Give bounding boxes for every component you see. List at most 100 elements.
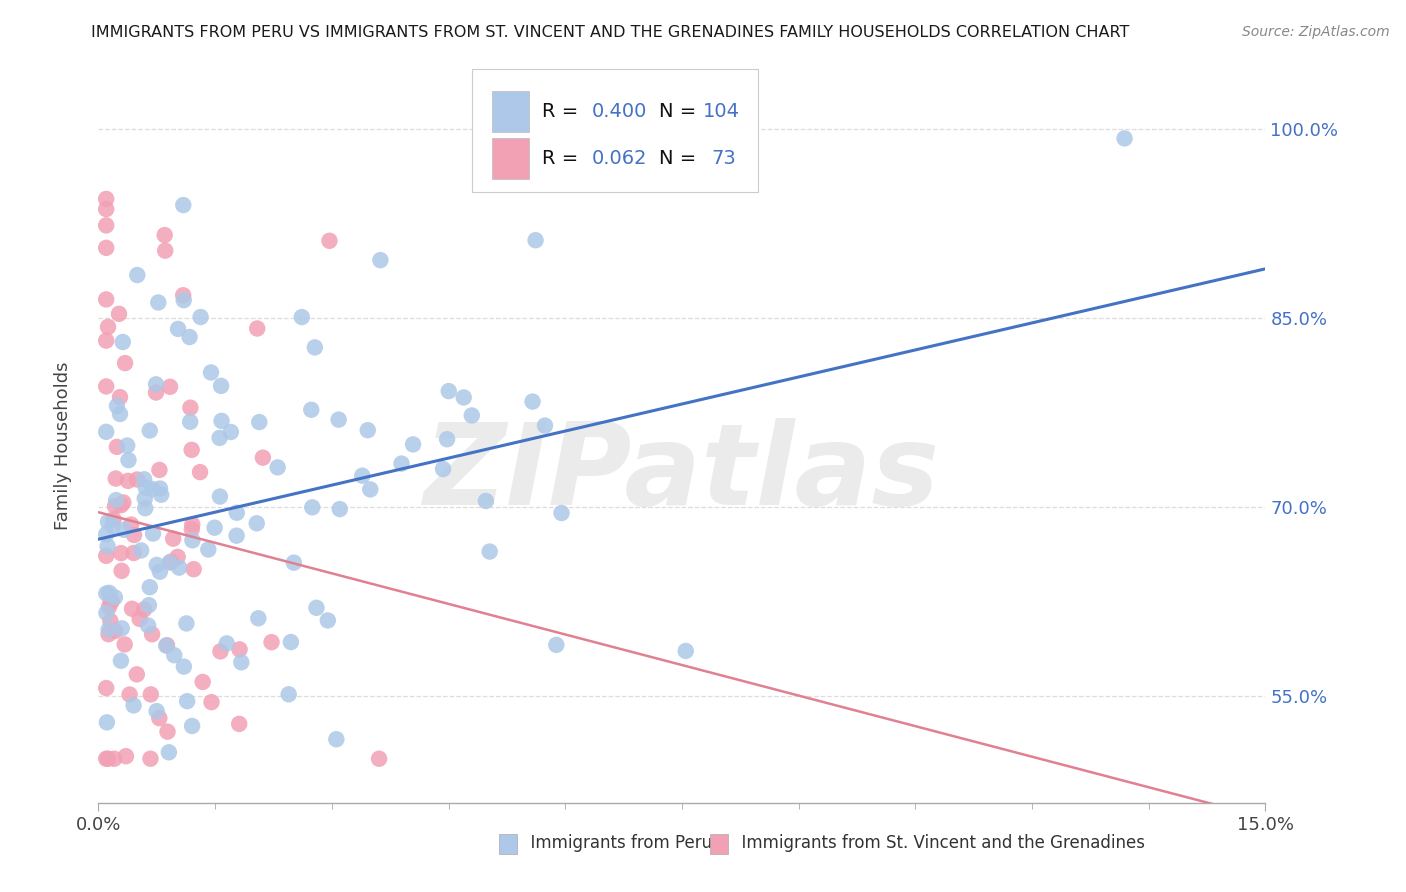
Point: [159, 556, 181, 570]
Point: [120, 517, 142, 532]
Point: [225, 529, 247, 543]
Point: [163, 648, 186, 663]
Point: [225, 506, 247, 520]
Point: [181, 719, 204, 733]
Point: [111, 334, 134, 349]
Point: [139, 687, 162, 701]
Point: [179, 330, 201, 344]
Point: [139, 424, 162, 438]
Point: [110, 546, 132, 560]
Point: [134, 472, 156, 486]
Point: [329, 502, 352, 516]
Point: [200, 366, 222, 380]
Point: [173, 293, 195, 308]
Point: [142, 526, 165, 541]
Point: [97, 627, 120, 641]
Point: [368, 752, 391, 766]
Point: [215, 636, 238, 650]
Point: [100, 594, 122, 608]
Point: [103, 752, 125, 766]
Point: [550, 506, 572, 520]
Point: [149, 565, 172, 579]
Point: [179, 415, 201, 429]
Point: [391, 457, 413, 471]
Point: [247, 415, 270, 429]
Point: [96, 192, 118, 206]
Point: [370, 253, 392, 268]
Point: [115, 749, 138, 764]
Point: [228, 717, 250, 731]
Point: [280, 635, 302, 649]
Point: [231, 655, 253, 669]
Point: [105, 493, 128, 508]
Point: [299, 402, 322, 417]
Point: [96, 334, 118, 348]
Point: [134, 602, 156, 616]
Text: 73: 73: [711, 149, 735, 168]
Point: [110, 654, 132, 668]
Point: [359, 483, 381, 497]
Point: [141, 482, 163, 496]
Point: [153, 228, 176, 243]
Point: [96, 549, 118, 563]
Point: [180, 442, 202, 457]
Point: [166, 549, 188, 564]
Text: 0.400: 0.400: [592, 102, 647, 120]
Text: Immigrants from St. Vincent and the Grenadines: Immigrants from St. Vincent and the Gren…: [731, 834, 1144, 852]
Point: [128, 612, 150, 626]
Point: [167, 560, 190, 574]
Point: [96, 219, 118, 233]
Point: [247, 611, 270, 625]
Point: [98, 614, 121, 628]
Point: [162, 532, 184, 546]
Point: [127, 473, 149, 487]
FancyBboxPatch shape: [492, 91, 529, 132]
Point: [316, 614, 339, 628]
Point: [141, 627, 163, 641]
Point: [402, 437, 425, 451]
Point: [357, 423, 380, 437]
Point: [138, 598, 160, 612]
Point: [156, 724, 179, 739]
Point: [478, 544, 501, 558]
Point: [125, 667, 148, 681]
Point: [155, 639, 177, 653]
Point: [127, 268, 149, 282]
Point: [301, 500, 323, 515]
Point: [148, 295, 170, 310]
Point: [139, 580, 162, 594]
Point: [328, 412, 350, 426]
Point: [208, 490, 231, 504]
Point: [148, 711, 170, 725]
Point: [98, 599, 121, 614]
Point: [122, 698, 145, 713]
Point: [114, 356, 136, 370]
Point: [97, 539, 120, 553]
Point: [96, 379, 118, 393]
Point: [145, 385, 167, 400]
Point: [117, 474, 139, 488]
Point: [108, 407, 131, 421]
Point: [325, 732, 347, 747]
Point: [167, 322, 190, 336]
Point: [96, 606, 118, 620]
Point: [96, 681, 118, 695]
Point: [121, 601, 143, 615]
Text: R =: R =: [541, 102, 585, 120]
Point: [122, 528, 145, 542]
Point: [188, 465, 211, 479]
Point: [112, 523, 135, 537]
FancyBboxPatch shape: [472, 69, 758, 192]
Point: [304, 340, 326, 354]
Point: [524, 233, 547, 247]
Point: [96, 752, 118, 766]
Text: R =: R =: [541, 149, 585, 168]
Point: [179, 401, 201, 415]
Point: [118, 688, 141, 702]
Point: [96, 715, 118, 730]
Point: [283, 556, 305, 570]
Point: [156, 638, 179, 652]
Point: [209, 644, 232, 658]
Point: [266, 460, 288, 475]
Point: [176, 616, 198, 631]
